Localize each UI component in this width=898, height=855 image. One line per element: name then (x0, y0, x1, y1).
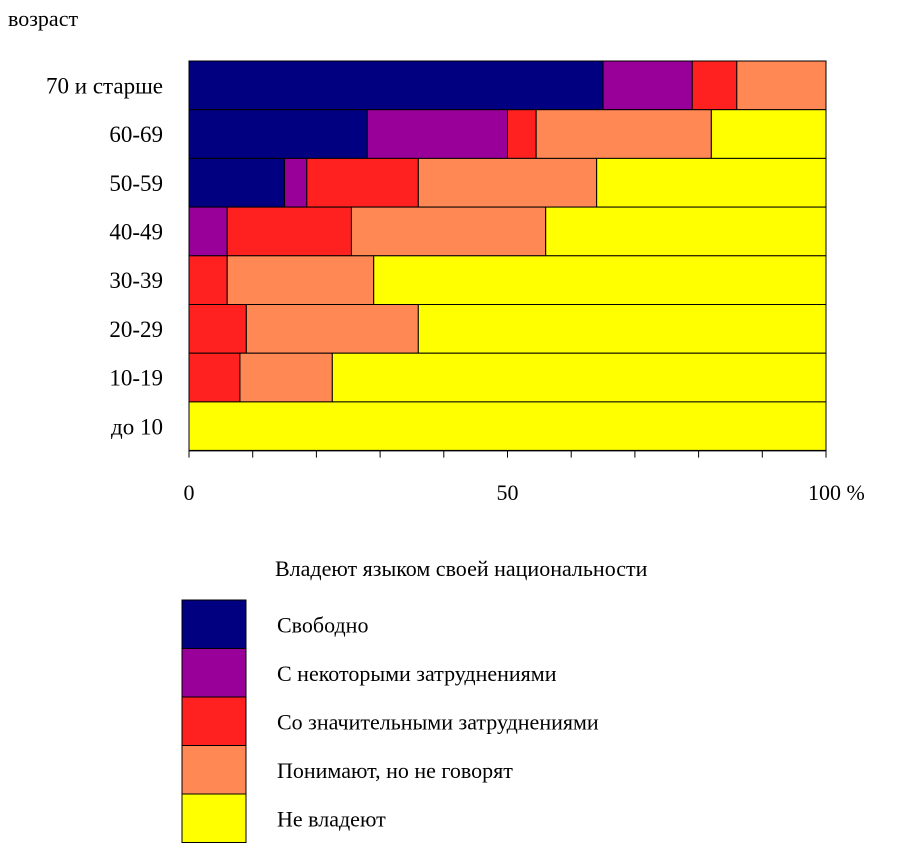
category-label: 50-59 (109, 171, 163, 196)
category-label: 10-19 (109, 366, 163, 391)
legend-label: Со значительными затруднениями (277, 709, 599, 734)
legend-title: Владеют языком своей национальности (275, 556, 648, 581)
x-axis: 0 50 100 % (184, 449, 865, 505)
legend-label: Не владеют (277, 806, 386, 831)
bar-segment (188, 60, 604, 111)
bar-segment (188, 255, 228, 306)
bar-segment (188, 206, 228, 257)
bar-segment (306, 157, 419, 208)
bars-group (188, 60, 827, 452)
y-axis-title: возраст (8, 6, 78, 31)
bar-segment (545, 206, 827, 257)
bar-segment (417, 304, 827, 354)
bar-segment (373, 255, 827, 306)
category-label: 70 и старше (46, 73, 163, 98)
bar-segment (245, 304, 419, 354)
category-label: до 10 (111, 414, 163, 439)
category-label: 40-49 (109, 219, 163, 244)
legend-label: С некоторыми затруднениями (277, 661, 557, 686)
legend-swatch (181, 793, 247, 843)
bar-segment (331, 352, 827, 403)
category-labels: 70 и старше 60-69 50-59 40-49 30-39 20-29 10-1… (46, 73, 163, 439)
bar-segment (710, 109, 827, 159)
bar-segment (417, 157, 598, 208)
category-label: 30-39 (109, 268, 163, 293)
bar-segment (188, 157, 286, 208)
bar-segment (188, 352, 241, 403)
x-tick-label: 50 (497, 480, 519, 505)
x-tick-label: 0 (184, 480, 195, 505)
legend-swatch (181, 696, 247, 746)
bar-segment (602, 60, 693, 111)
bar-segment (350, 206, 547, 257)
bar-segment (239, 352, 333, 403)
legend-swatch (181, 648, 247, 698)
bar-segment (535, 109, 712, 159)
legend-label: Свободно (277, 612, 368, 637)
bar-segment (226, 206, 352, 257)
bar-segment (188, 109, 368, 159)
x-tick-label: 100 % (808, 480, 865, 505)
bar-segment (188, 304, 247, 354)
bar-segment (284, 157, 308, 208)
bar-segment (596, 157, 827, 208)
bar-segment (188, 401, 827, 452)
legend: Свободно С некоторыми затруднениями Со зна… (181, 599, 599, 843)
category-label: 60-69 (109, 122, 163, 147)
bar-segment (366, 109, 508, 159)
legend-label: Понимают, но не говорят (277, 758, 513, 783)
legend-swatch (181, 599, 247, 649)
bar-segment (736, 60, 827, 111)
legend-swatch (181, 745, 247, 795)
bar-segment (691, 60, 738, 111)
category-label: 20-29 (109, 317, 163, 342)
bar-segment (507, 109, 537, 159)
bar-segment (226, 255, 375, 306)
